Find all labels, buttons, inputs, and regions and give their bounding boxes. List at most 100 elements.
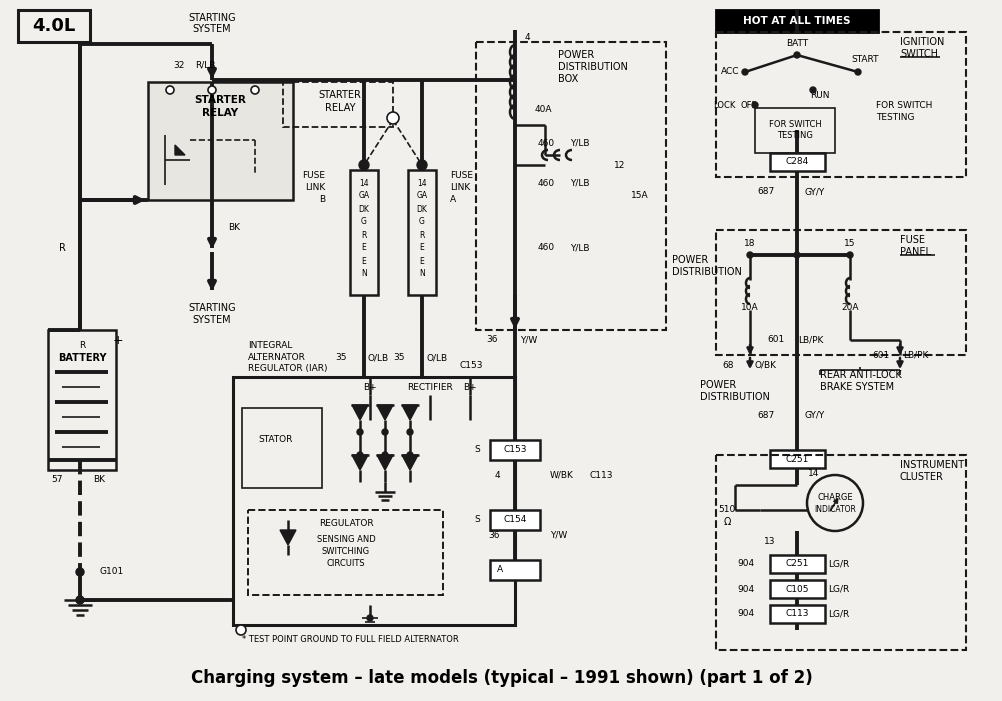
Text: S: S	[474, 446, 480, 454]
Text: E: E	[362, 257, 366, 266]
Text: LINK: LINK	[450, 182, 470, 191]
Circle shape	[807, 475, 862, 531]
Bar	[715, 455, 965, 650]
Polygon shape	[402, 455, 418, 470]
Bar	[18, 10, 90, 42]
Text: 601: 601	[872, 350, 889, 360]
Text: C113: C113	[785, 609, 808, 618]
Bar	[350, 170, 378, 295]
Text: GY/Y: GY/Y	[805, 411, 825, 419]
Circle shape	[746, 252, 753, 258]
Text: O/LB: O/LB	[427, 353, 448, 362]
Text: BK: BK	[93, 475, 105, 484]
Text: E: E	[419, 243, 424, 252]
Text: SYSTEM: SYSTEM	[192, 24, 231, 34]
Text: 4.0L: 4.0L	[32, 17, 75, 35]
Circle shape	[235, 625, 245, 635]
Bar	[770, 555, 825, 573]
Text: 601: 601	[767, 336, 785, 344]
Text: BK: BK	[227, 224, 239, 233]
Text: 57: 57	[51, 475, 63, 484]
Text: C284: C284	[785, 158, 808, 167]
Text: REGULATOR: REGULATOR	[319, 519, 373, 527]
Text: INTEGRAL: INTEGRAL	[247, 341, 293, 350]
Text: R: R	[361, 231, 367, 240]
Text: B+: B+	[463, 383, 476, 393]
Bar	[48, 330, 116, 470]
Text: R: R	[58, 243, 65, 253]
Text: A: A	[450, 194, 456, 203]
Text: 35: 35	[335, 353, 347, 362]
Text: STARTER: STARTER	[319, 90, 361, 100]
Text: RELAY: RELAY	[325, 103, 355, 113]
Text: BRAKE SYSTEM: BRAKE SYSTEM	[820, 382, 893, 392]
Text: INDICATOR: INDICATOR	[814, 505, 855, 515]
Text: C154: C154	[503, 515, 526, 524]
Text: STARTING: STARTING	[188, 13, 235, 23]
Text: PANEL: PANEL	[899, 247, 930, 257]
Polygon shape	[377, 405, 393, 420]
Text: FUSE: FUSE	[450, 170, 473, 179]
Text: OFF: OFF	[740, 100, 757, 109]
Bar	[490, 440, 539, 460]
Text: LINK: LINK	[305, 182, 325, 191]
Text: 12: 12	[613, 161, 625, 170]
Text: REAR ANTI-LOCK: REAR ANTI-LOCK	[820, 370, 901, 380]
Text: 14: 14	[417, 179, 427, 187]
Text: 4: 4	[524, 32, 530, 41]
Text: B: B	[319, 194, 325, 203]
Text: FOR SWITCH: FOR SWITCH	[875, 100, 932, 109]
Circle shape	[357, 429, 363, 435]
Text: SWITCH: SWITCH	[899, 49, 937, 59]
Text: DK: DK	[358, 205, 369, 214]
Circle shape	[752, 102, 758, 108]
Text: Charging system – late models (typical – 1991 shown) (part 1 of 2): Charging system – late models (typical –…	[191, 669, 812, 687]
Text: CIRCUITS: CIRCUITS	[327, 559, 365, 568]
Bar	[232, 377, 514, 625]
Text: 4: 4	[494, 470, 500, 479]
Bar	[770, 605, 825, 623]
Polygon shape	[352, 455, 368, 470]
Circle shape	[357, 452, 363, 458]
Text: 10A: 10A	[740, 304, 759, 313]
Circle shape	[794, 52, 800, 58]
Bar	[247, 510, 443, 595]
Bar	[490, 560, 539, 580]
Text: R/LB: R/LB	[194, 60, 215, 69]
Text: 14: 14	[359, 179, 369, 187]
Text: G: G	[361, 217, 367, 226]
Text: S: S	[474, 515, 480, 524]
Text: 687: 687	[757, 187, 775, 196]
Text: SENSING AND: SENSING AND	[317, 534, 375, 543]
Bar	[408, 170, 436, 295]
Text: LB/PK: LB/PK	[902, 350, 928, 360]
Bar	[770, 450, 825, 468]
Text: STATOR: STATOR	[258, 435, 293, 444]
Text: ACC: ACC	[720, 67, 738, 76]
Text: LG/R: LG/R	[828, 559, 849, 569]
Circle shape	[407, 452, 413, 458]
Text: N: N	[361, 269, 367, 278]
Circle shape	[166, 86, 173, 94]
Text: 18: 18	[743, 238, 755, 247]
Text: Ω: Ω	[722, 517, 730, 527]
Text: CLUSTER: CLUSTER	[899, 472, 943, 482]
Text: DISTRIBUTION: DISTRIBUTION	[699, 392, 770, 402]
Text: IGNITION: IGNITION	[899, 37, 944, 47]
Text: * TEST POINT GROUND TO FULL FIELD ALTERNATOR: * TEST POINT GROUND TO FULL FIELD ALTERN…	[241, 636, 458, 644]
Bar	[476, 42, 665, 330]
Text: 13: 13	[763, 536, 775, 545]
Text: BOX: BOX	[557, 74, 578, 84]
Text: TESTING: TESTING	[875, 112, 914, 121]
Text: C153: C153	[460, 360, 483, 369]
Text: 32: 32	[173, 60, 184, 69]
Text: FUSE: FUSE	[899, 235, 924, 245]
Text: POWER: POWER	[557, 50, 593, 60]
Text: GY/Y: GY/Y	[805, 187, 825, 196]
Circle shape	[407, 429, 413, 435]
Circle shape	[367, 615, 373, 621]
Bar	[770, 153, 825, 171]
Text: 904: 904	[737, 559, 755, 569]
Text: E: E	[362, 243, 366, 252]
Text: C113: C113	[589, 470, 613, 479]
